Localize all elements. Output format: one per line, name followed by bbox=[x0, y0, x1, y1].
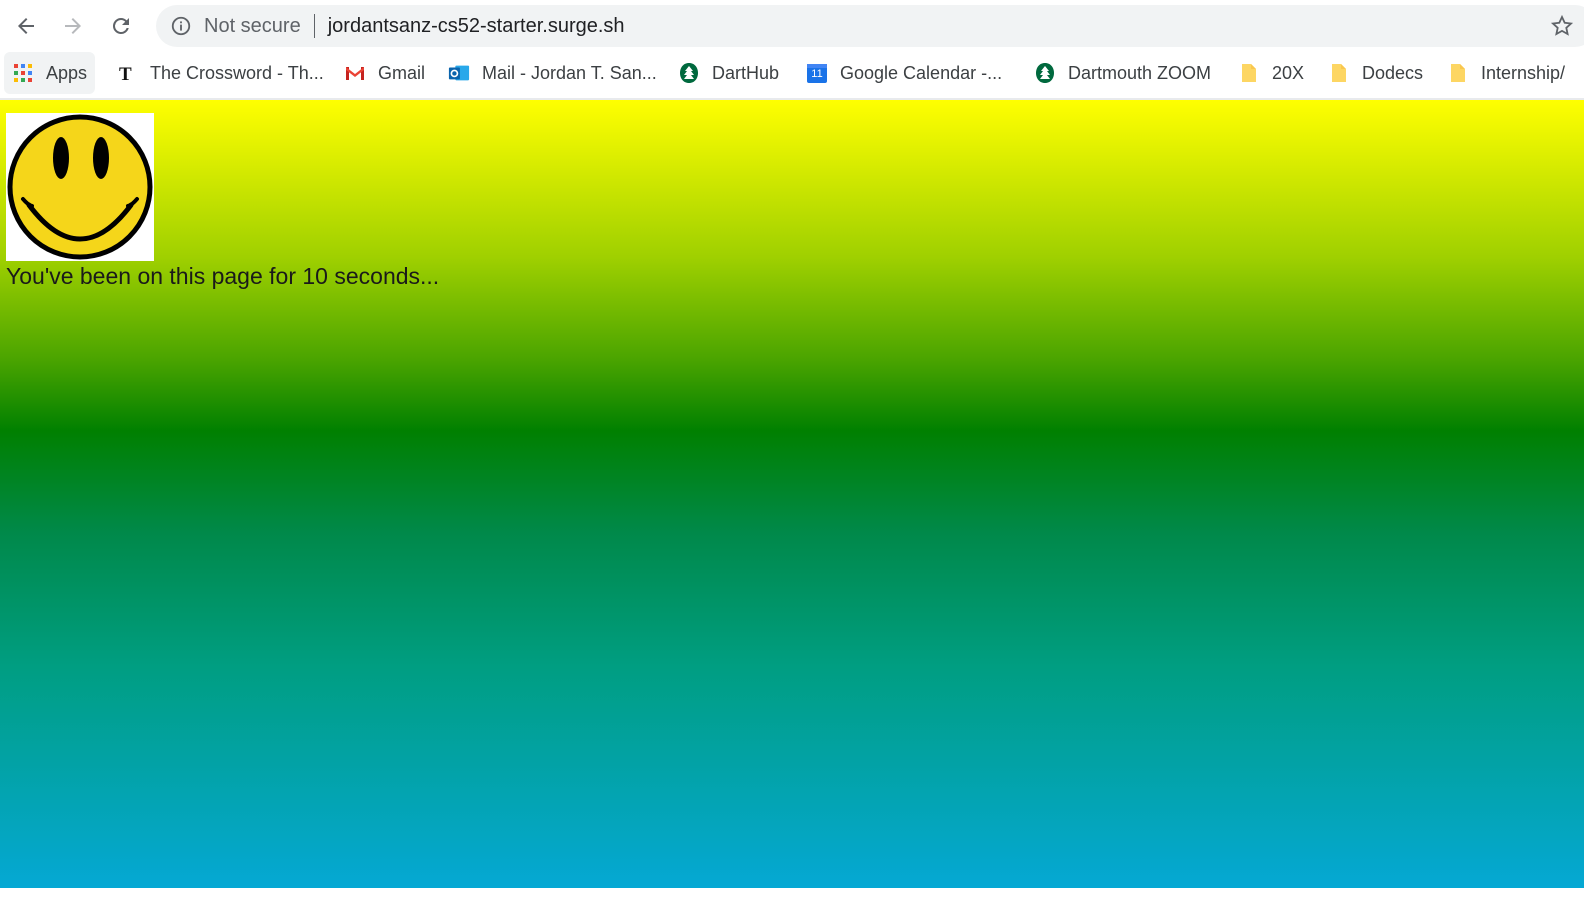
smiley-face-icon bbox=[7, 114, 153, 260]
bookmark-label: Dartmouth ZOOM bbox=[1068, 62, 1212, 83]
bookmark-label: 20X bbox=[1272, 62, 1305, 83]
folder-icon bbox=[1238, 62, 1260, 84]
calendar-icon: 11 bbox=[806, 62, 828, 84]
bookmark-folder-20x[interactable]: 20X bbox=[1238, 52, 1304, 94]
bookmark-gmail[interactable]: Gmail bbox=[344, 52, 425, 94]
arrow-right-icon bbox=[65, 18, 81, 34]
time-on-page-message: You've been on this page for 10 seconds.… bbox=[6, 263, 440, 289]
bottom-edge bbox=[0, 888, 1584, 902]
address-bar[interactable]: Not secure jordantsanz-cs52-starter.surg… bbox=[156, 5, 1584, 47]
folder-icon bbox=[1447, 62, 1469, 84]
bookmark-star-icon[interactable] bbox=[1550, 14, 1574, 38]
svg-text:T: T bbox=[119, 64, 132, 84]
back-button[interactable] bbox=[9, 9, 43, 43]
bookmark-label: Mail - Jordan T. San... bbox=[482, 62, 657, 83]
outlook-icon bbox=[448, 62, 470, 84]
bookmark-dartmouth-zoom[interactable]: Dartmouth ZOOM bbox=[1034, 52, 1211, 94]
bookmark-folder-internship[interactable]: Internship/ bbox=[1447, 52, 1565, 94]
page-viewport: You've been on this page for 10 seconds.… bbox=[0, 100, 1584, 888]
security-status[interactable]: Not secure bbox=[204, 14, 301, 37]
smiley-image bbox=[6, 113, 154, 261]
bookmark-label: DartHub bbox=[712, 62, 780, 83]
dartmouth-pine-icon bbox=[1034, 62, 1056, 84]
calendar-day-number: 11 bbox=[811, 68, 823, 80]
bookmark-folder-dodecs[interactable]: Dodecs bbox=[1328, 52, 1423, 94]
info-icon[interactable] bbox=[170, 15, 192, 37]
omnibox-divider bbox=[313, 14, 315, 38]
dartmouth-pine-icon bbox=[678, 62, 700, 84]
bookmark-apps[interactable]: Apps bbox=[4, 52, 96, 94]
bookmark-label: Apps bbox=[46, 62, 88, 83]
nyt-icon: T bbox=[116, 62, 138, 84]
bookmark-crossword[interactable]: T The Crossword - Th... bbox=[116, 52, 324, 94]
browser-toolbar: Not secure jordantsanz-cs52-starter.surg… bbox=[0, 0, 1584, 52]
bookmark-label: Gmail bbox=[378, 62, 426, 83]
gmail-icon bbox=[344, 62, 366, 84]
bookmark-google-calendar[interactable]: 11 Google Calendar -... bbox=[806, 52, 1002, 94]
arrow-left-icon bbox=[18, 18, 34, 34]
apps-grid-icon bbox=[12, 62, 34, 84]
reload-button[interactable] bbox=[104, 9, 138, 43]
bookmark-label: The Crossword - Th... bbox=[150, 62, 324, 83]
url-text[interactable]: jordantsanz-cs52-starter.surge.sh bbox=[327, 14, 625, 37]
folder-icon bbox=[1328, 62, 1350, 84]
bookmark-outlook-mail[interactable]: Mail - Jordan T. San... bbox=[448, 52, 657, 94]
bookmark-label: Dodecs bbox=[1362, 62, 1424, 83]
bookmark-label: Google Calendar -... bbox=[840, 62, 1003, 83]
bookmarks-bar: Apps T The Crossword - Th... Gmail Mail … bbox=[0, 52, 1584, 100]
reload-icon bbox=[113, 18, 129, 34]
bookmark-label: Internship/ bbox=[1481, 62, 1566, 83]
forward-button[interactable] bbox=[56, 9, 90, 43]
bookmark-darthub[interactable]: DartHub bbox=[678, 52, 779, 94]
